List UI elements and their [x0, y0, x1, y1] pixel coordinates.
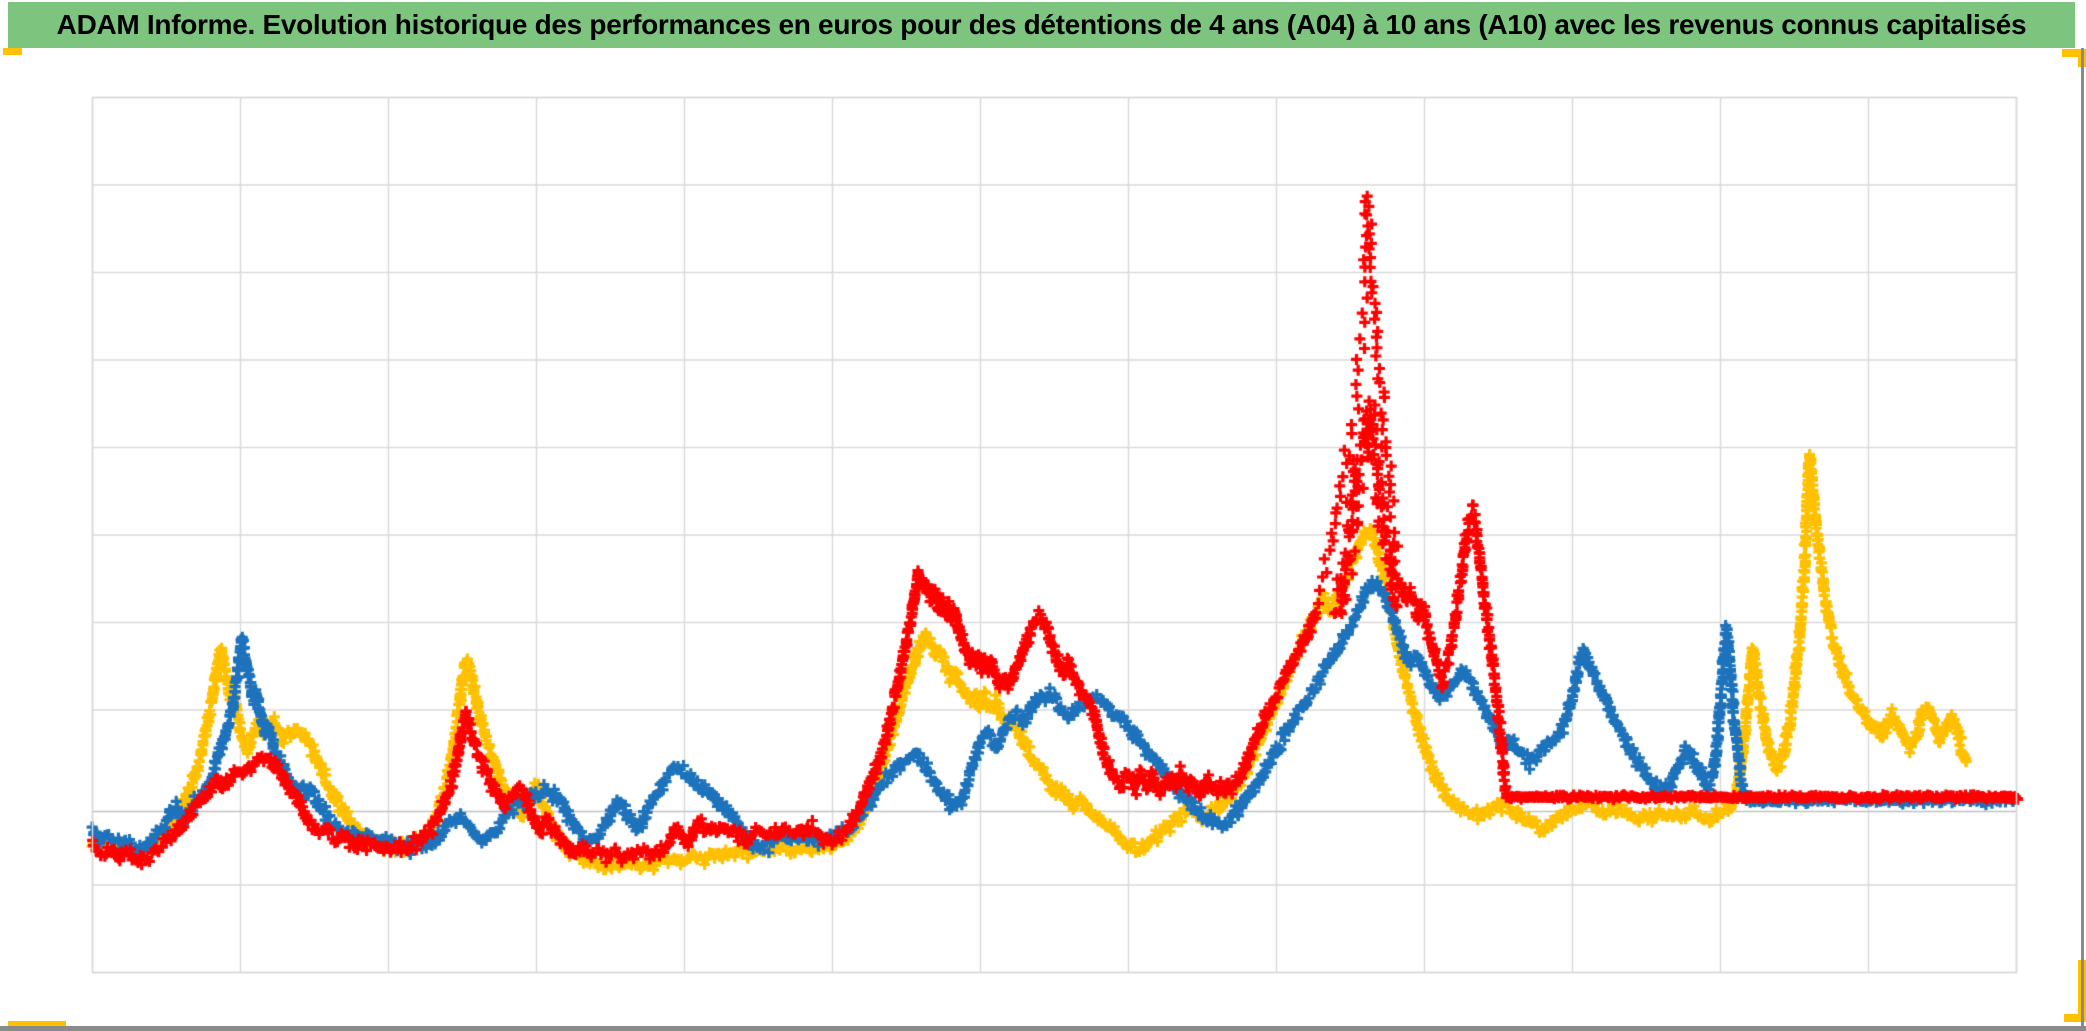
window-border-right	[2081, 48, 2084, 1031]
window-border-bottom	[0, 1026, 2086, 1031]
